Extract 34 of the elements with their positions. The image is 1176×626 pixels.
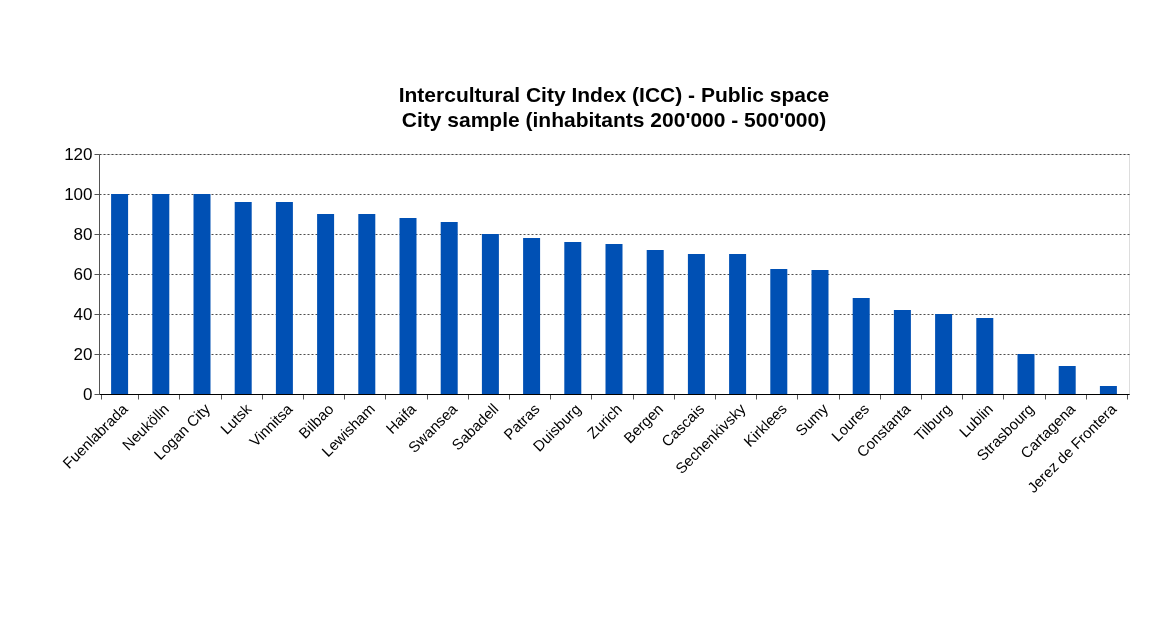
bar bbox=[976, 318, 994, 394]
bar bbox=[935, 314, 953, 394]
bar bbox=[111, 194, 129, 394]
bar bbox=[275, 202, 293, 394]
bar bbox=[152, 194, 170, 394]
bar bbox=[399, 218, 417, 394]
bar bbox=[605, 244, 623, 394]
bar bbox=[193, 194, 211, 394]
bar bbox=[852, 298, 870, 394]
y-tick-label: 20 bbox=[73, 344, 93, 364]
bar bbox=[646, 250, 664, 394]
y-tick-label: 40 bbox=[73, 304, 93, 324]
bar bbox=[564, 242, 582, 394]
bar bbox=[1099, 386, 1117, 394]
bar bbox=[811, 270, 829, 394]
y-tick-label: 60 bbox=[73, 264, 93, 284]
y-tick-label: 0 bbox=[83, 384, 93, 404]
bar bbox=[1017, 354, 1035, 394]
bar bbox=[481, 234, 499, 394]
bar bbox=[234, 202, 252, 394]
y-tick-label: 100 bbox=[64, 184, 93, 204]
chart-subtitle: City sample (inhabitants 200'000 - 500'000) bbox=[401, 108, 827, 131]
bar bbox=[440, 222, 458, 394]
y-tick-label: 80 bbox=[73, 224, 93, 244]
bar bbox=[358, 214, 376, 394]
bar bbox=[523, 238, 541, 394]
bar bbox=[1058, 366, 1076, 394]
bar bbox=[893, 310, 911, 394]
bar bbox=[729, 254, 747, 394]
y-tick-label: 120 bbox=[64, 144, 93, 164]
bar bbox=[770, 269, 788, 394]
bar bbox=[317, 214, 335, 394]
bar bbox=[687, 254, 705, 394]
chart-title: Intercultural City Index (ICC) - Public space bbox=[398, 83, 830, 106]
